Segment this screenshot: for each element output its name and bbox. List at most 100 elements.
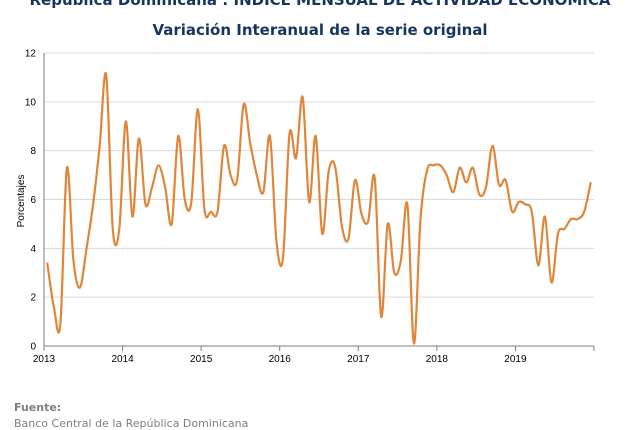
data-point [354, 179, 356, 181]
series-line [46, 71, 592, 345]
axes [43, 53, 595, 351]
y-tick-label: 4 [30, 244, 36, 255]
source-label: Fuente: [14, 401, 62, 414]
data-point [478, 194, 481, 196]
x-tick-label: 2014 [111, 354, 134, 365]
data-point [360, 213, 363, 215]
data-point [66, 167, 68, 169]
data-point [230, 174, 232, 176]
data-point [563, 228, 566, 230]
data-point [171, 223, 173, 225]
data-point [262, 191, 264, 193]
data-point [485, 186, 487, 188]
data-point [341, 225, 343, 227]
data-point [328, 169, 330, 171]
data-point [197, 108, 199, 110]
data-point [524, 203, 526, 205]
data-point [157, 164, 160, 166]
data-point [321, 233, 323, 235]
data-point [393, 272, 395, 274]
data-point [184, 198, 186, 201]
data-point [46, 262, 48, 264]
data-point [452, 191, 454, 193]
y-tick-label: 8 [30, 146, 36, 157]
data-point [406, 203, 408, 205]
data-point [236, 179, 238, 181]
data-point [511, 211, 513, 213]
data-point [583, 211, 585, 213]
data-point [59, 323, 61, 325]
data-point [426, 169, 428, 171]
data-point [144, 203, 147, 205]
data-point [105, 74, 107, 76]
data-point [374, 176, 376, 179]
data-point [465, 181, 467, 184]
data-point [53, 306, 55, 308]
data-point [203, 208, 206, 210]
data-point [446, 174, 448, 176]
chart-subtitle: Variación Interanual de la serie origina… [152, 21, 488, 39]
data-point [380, 316, 382, 318]
x-tick-label: 2013 [33, 354, 56, 365]
x-tick-labels: 2013 2014 2015 2016 2017 2018 2019 [33, 354, 527, 365]
data-point [138, 137, 140, 140]
data-point [125, 120, 127, 122]
data-point [79, 286, 81, 288]
data-point [315, 135, 317, 137]
y-tick-label: 2 [30, 293, 36, 304]
data-point [151, 186, 153, 188]
data-point [439, 164, 441, 166]
data-point [269, 135, 271, 137]
data-point [282, 257, 284, 259]
data-point [302, 96, 304, 98]
y-axis-label: Porcentajes [16, 175, 27, 228]
data-point [459, 167, 461, 169]
data-point [112, 228, 114, 230]
data-point [85, 247, 88, 249]
data-point [334, 167, 336, 169]
data-point [557, 233, 559, 235]
data-point [347, 237, 350, 240]
x-tick-label: 2017 [347, 354, 370, 365]
data-point [367, 220, 369, 223]
data-point [177, 135, 179, 137]
data-point [550, 281, 553, 284]
x-tick-label: 2015 [190, 354, 213, 365]
y-tick-label: 12 [25, 49, 37, 60]
data-point [432, 164, 435, 166]
x-tick-label: 2016 [269, 354, 292, 365]
y-tick-labels: 0 2 4 6 8 10 12 [25, 49, 37, 353]
data-point [472, 167, 474, 169]
x-tick-label: 2018 [426, 354, 449, 365]
x-tick-label: 2019 [504, 354, 527, 365]
data-point [118, 228, 120, 230]
data-point [164, 186, 166, 188]
data-point [491, 145, 494, 147]
data-point [577, 218, 579, 220]
y-tick-label: 10 [25, 97, 37, 108]
data-point [256, 174, 258, 176]
data-point [537, 264, 539, 267]
y-tick-label: 6 [30, 195, 36, 206]
data-point [419, 218, 422, 220]
data-point [308, 201, 310, 203]
data-point [590, 181, 592, 184]
data-point [249, 142, 251, 144]
data-point [544, 215, 546, 218]
data-point [531, 211, 533, 213]
data-point [72, 259, 75, 262]
data-point [275, 240, 278, 242]
data-point [518, 201, 520, 203]
data-point [295, 157, 297, 159]
data-point [190, 201, 192, 203]
data-point [99, 145, 101, 147]
data-point [210, 211, 212, 213]
y-tick-label: 0 [30, 342, 36, 353]
data-point [387, 223, 389, 225]
data-point [570, 218, 572, 220]
data-point [216, 211, 219, 213]
data-point [243, 103, 245, 105]
data-point [223, 145, 225, 147]
data-point [131, 215, 133, 218]
